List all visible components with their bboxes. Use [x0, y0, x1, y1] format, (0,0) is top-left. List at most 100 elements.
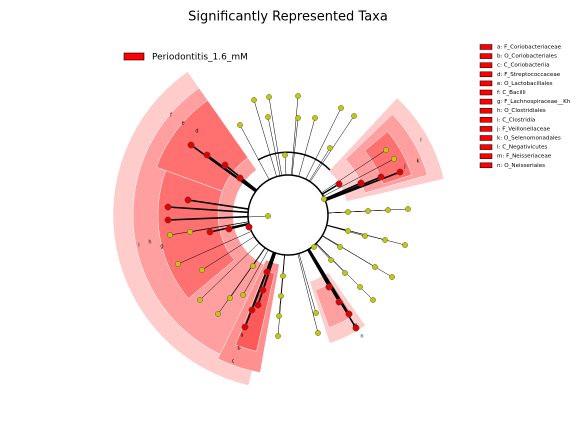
branch	[257, 252, 277, 306]
cladogram	[164, 93, 411, 339]
taxon-node	[383, 147, 389, 153]
taxon-node	[311, 244, 317, 250]
taxon-node	[215, 311, 221, 317]
branch	[169, 221, 249, 236]
taxon-node	[175, 261, 181, 267]
taxon-node	[321, 196, 327, 202]
legend-swatch	[123, 52, 145, 61]
taxon-node	[335, 298, 343, 306]
taxon-node	[345, 228, 351, 234]
branch	[187, 199, 249, 210]
sector-label: e	[181, 121, 184, 127]
taxon-node	[385, 207, 391, 213]
taxon-node	[345, 209, 351, 215]
branch	[321, 235, 341, 248]
taxon-node	[345, 310, 353, 318]
taxa-label: j: F_Veillonellaceae	[496, 126, 551, 132]
taxon-node	[396, 168, 404, 176]
taxon-node	[278, 293, 284, 299]
sector-labels: f e d i h g c b a l k j nm	[138, 113, 421, 365]
taxa-label: f: C_Bacilli	[497, 90, 526, 96]
branch	[190, 144, 257, 193]
branch	[248, 215, 269, 218]
taxon-node	[225, 225, 233, 233]
taxa-label: d: F_Streptococcaceae	[497, 72, 561, 78]
branch	[324, 182, 362, 200]
branch	[325, 171, 401, 202]
sector-label: b	[237, 346, 240, 352]
branch	[291, 95, 299, 176]
title: Significantly Represented Taxa	[188, 10, 388, 25]
taxon-node	[251, 97, 257, 103]
taxon-node	[357, 284, 363, 290]
sector-label: f	[170, 113, 172, 119]
sector-label: i	[138, 243, 139, 249]
branch	[239, 124, 270, 180]
taxon-node	[206, 228, 214, 236]
branch	[309, 147, 331, 182]
taxa-label: k: O_Selenomonadales	[497, 136, 561, 142]
taxa-swatch	[479, 89, 493, 96]
taxon-node	[265, 114, 271, 120]
taxon-node	[203, 151, 211, 159]
taxon-node	[357, 179, 365, 187]
taxon-node	[337, 244, 343, 250]
branch-arc	[257, 151, 331, 171]
taxon-node	[295, 93, 301, 99]
taxon-node	[362, 233, 368, 239]
branch	[253, 99, 277, 177]
taxon-node	[370, 297, 376, 303]
sector-label: k	[417, 159, 420, 165]
taxon-node	[245, 223, 253, 231]
taxon-node	[312, 115, 318, 121]
taxa-label: i: C_Clostridia	[497, 117, 535, 123]
branch	[177, 231, 252, 265]
taxa-label: a: F_Coriobacteriaceae	[497, 45, 562, 51]
branch	[242, 249, 269, 296]
branch	[229, 247, 266, 299]
sector-label: c	[232, 359, 235, 365]
sector-label: h	[148, 240, 151, 246]
taxon-node	[187, 141, 195, 149]
taxon-node	[167, 232, 173, 238]
taxa-label: b: O_Coriobacteriales	[497, 54, 557, 60]
taxon-node	[315, 330, 321, 336]
branch	[323, 158, 395, 197]
taxon-node	[365, 208, 371, 214]
branch	[252, 247, 266, 267]
branch	[267, 116, 281, 176]
taxon-node	[248, 306, 256, 314]
taxon-node	[327, 145, 333, 151]
taxon-node	[227, 295, 233, 301]
taxon-node	[164, 216, 172, 224]
taxon-node	[352, 324, 360, 332]
taxon-node	[276, 313, 282, 319]
branch	[201, 236, 255, 271]
taxon-node	[342, 270, 348, 276]
taxa-label: g: F_Lachnospiraceae__Kh	[497, 99, 571, 105]
branch	[268, 96, 282, 176]
taxon-node	[197, 297, 203, 303]
sector-label: d	[195, 129, 198, 135]
taxa-swatch	[479, 117, 493, 123]
taxon-node	[263, 268, 271, 276]
branch	[278, 254, 285, 317]
branch	[284, 154, 287, 176]
legend-label: Periodontitis_1.6_mM	[152, 53, 248, 63]
branch	[167, 206, 249, 214]
branch	[305, 107, 342, 180]
taxa-swatch	[479, 144, 493, 150]
taxon-node	[402, 242, 408, 248]
taxon-node	[275, 333, 281, 339]
taxa-label: c: C_Coriobacteriia	[497, 63, 550, 69]
taxa-swatch	[479, 153, 493, 159]
taxon-node	[328, 257, 334, 263]
taxon-node	[391, 156, 397, 162]
taxon-node	[338, 105, 344, 111]
taxa-swatch	[479, 80, 493, 87]
taxa-label: e: O_Lactobacillales	[497, 81, 553, 87]
taxon-node	[313, 310, 319, 316]
branch	[315, 243, 332, 261]
taxon-node	[351, 113, 357, 119]
branch	[167, 215, 249, 221]
